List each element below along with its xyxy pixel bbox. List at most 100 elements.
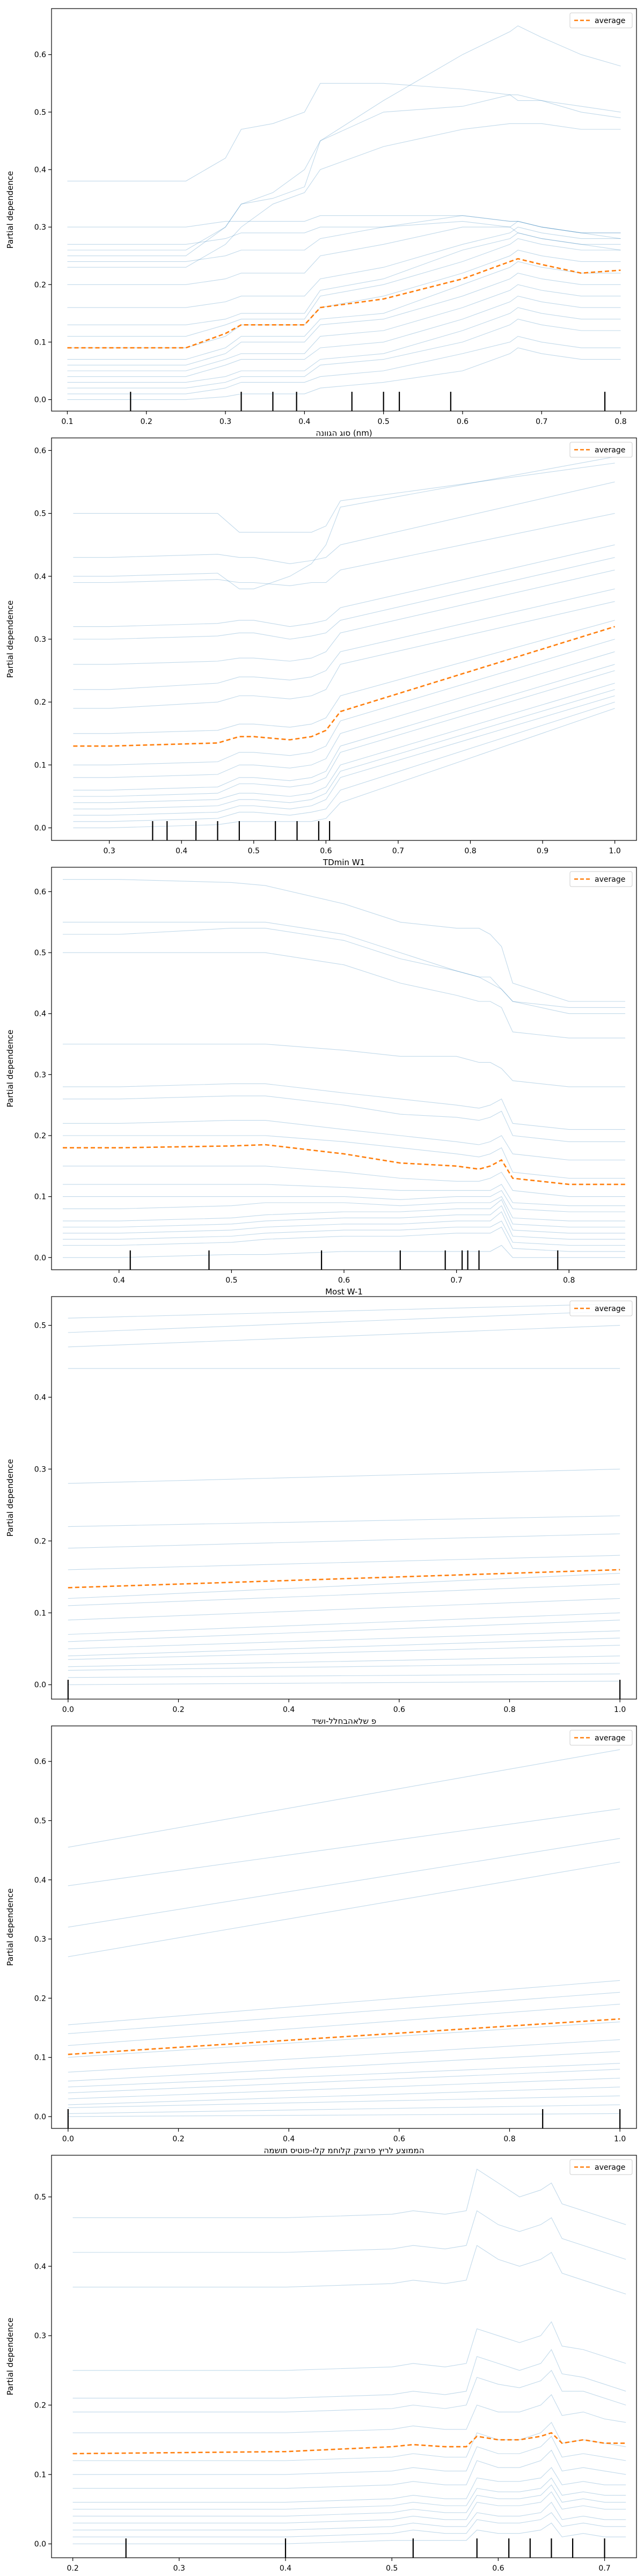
ice-line bbox=[68, 1680, 620, 1685]
y-tick-label: 0.4 bbox=[34, 2263, 46, 2271]
legend-label: average bbox=[595, 1305, 625, 1313]
y-tick-label: 0.5 bbox=[34, 510, 46, 518]
ice-line bbox=[68, 1325, 620, 1348]
ice-line bbox=[63, 1190, 625, 1212]
y-tick-label: 0.1 bbox=[34, 1193, 46, 1202]
x-tick-label: 0.8 bbox=[503, 1706, 515, 1714]
x-tick-label: 0.8 bbox=[464, 847, 476, 855]
y-axis-label: Partial dependence bbox=[5, 1459, 15, 1537]
pdp-panel-5: 0.0 0.2 0.4 0.6 0.8 1.0 0.0 0.1 0.2 0.3 0.4 0.5 0.6 ה… bbox=[5, 1725, 637, 2155]
legend-label: average bbox=[595, 1734, 625, 1743]
ice-line bbox=[68, 2104, 620, 2114]
ice-line bbox=[72, 2491, 626, 2523]
ice-lines bbox=[67, 25, 621, 400]
x-tick-label: 0.5 bbox=[386, 2564, 398, 2573]
x-tick-label: 0.5 bbox=[378, 418, 390, 426]
y-tick-label: 0.5 bbox=[34, 108, 46, 117]
ice-line bbox=[72, 2369, 626, 2412]
y-tick-label: 0.1 bbox=[34, 1609, 46, 1618]
ice-line bbox=[73, 620, 615, 734]
ice-line bbox=[68, 2077, 620, 2099]
x-tick-label: 0.2 bbox=[172, 1706, 184, 1714]
ice-line bbox=[63, 1135, 625, 1179]
x-tick-label: 0.5 bbox=[248, 847, 260, 855]
legend-label: average bbox=[595, 2163, 625, 2172]
ice-line bbox=[67, 307, 621, 383]
axes-frame bbox=[51, 2155, 637, 2558]
ice-line bbox=[68, 2039, 620, 2073]
y-tick-label: 0.5 bbox=[34, 949, 46, 957]
x-tick-label: 0.7 bbox=[392, 847, 404, 855]
ice-lines bbox=[68, 1749, 620, 2117]
ice-line bbox=[68, 1584, 620, 1606]
ice-line bbox=[63, 1205, 625, 1234]
ice-line bbox=[67, 215, 621, 239]
ice-line bbox=[73, 651, 615, 778]
ice-line bbox=[68, 1468, 620, 1484]
y-tick-label: 0.2 bbox=[34, 1994, 46, 2003]
y-tick-label: 0.1 bbox=[34, 761, 46, 770]
pdp-panel-4: 0.0 0.2 0.4 0.6 0.8 1.0 0.0 0.1 0.2 0.3 0.4 0.5 פ של… bbox=[5, 1296, 637, 1726]
x-tick-label: 0.7 bbox=[450, 1276, 462, 1285]
ice-line bbox=[68, 1645, 620, 1660]
ice-line bbox=[73, 708, 615, 829]
y-tick-label: 0.3 bbox=[34, 2332, 46, 2340]
ice-line bbox=[68, 1555, 620, 1570]
x-tick-label: 0.6 bbox=[320, 847, 332, 855]
y-tick-label: 0.2 bbox=[34, 698, 46, 707]
ice-line bbox=[72, 2435, 626, 2475]
legend: average bbox=[569, 12, 633, 28]
ice-line bbox=[67, 319, 621, 389]
ice-line bbox=[63, 1220, 625, 1246]
ice-line bbox=[63, 1184, 625, 1206]
y-tick-label: 0.5 bbox=[34, 2193, 46, 2202]
pdp-panel-2: 0.3 0.4 0.5 0.6 0.7 0.8 0.9 1.0 0.0 0.1 0.2 0.3 0.4 0… bbox=[5, 437, 637, 867]
x-tick-label: 0.4 bbox=[113, 1276, 125, 1285]
ice-line bbox=[68, 2095, 620, 2108]
x-axis-label: סוג הגוונה (nm) bbox=[316, 428, 372, 438]
y-tick-label: 0.4 bbox=[34, 1010, 46, 1019]
y-tick-label: 0.5 bbox=[34, 1322, 46, 1330]
x-tick-label: 0.0 bbox=[62, 2135, 74, 2143]
ice-line bbox=[68, 2087, 620, 2105]
y-tick-label: 0.6 bbox=[34, 447, 46, 455]
ice-line bbox=[72, 2512, 626, 2537]
ice-lines bbox=[72, 2169, 626, 2544]
x-tick-label: 0.8 bbox=[563, 1276, 575, 1285]
x-tick-label: 0.3 bbox=[219, 418, 231, 426]
y-tick-label: 0.2 bbox=[34, 281, 46, 289]
ice-line bbox=[73, 456, 615, 589]
ice-line bbox=[68, 1673, 620, 1678]
ice-line bbox=[68, 1992, 620, 2035]
pdp-panel-6: 0.2 0.3 0.4 0.5 0.6 0.7 0.0 0.1 0.2 0.3 0.4 0.5 Most… bbox=[5, 2155, 637, 2576]
legend-box bbox=[569, 2159, 633, 2175]
x-tick-label: 0.2 bbox=[141, 418, 152, 426]
ice-line bbox=[67, 238, 621, 337]
y-tick-label: 0.2 bbox=[34, 2402, 46, 2410]
axes-frame bbox=[51, 1296, 637, 1700]
pdp-panel-3: 0.4 0.5 0.6 0.7 0.8 0.0 0.1 0.2 0.3 0.4 0.5 0.6 Most… bbox=[5, 867, 637, 1297]
x-tick-label: 0.5 bbox=[225, 1276, 237, 1285]
legend-label: average bbox=[595, 17, 625, 25]
ice-line bbox=[67, 284, 621, 371]
x-tick-label: 0.6 bbox=[393, 2135, 405, 2143]
ice-line bbox=[72, 2169, 626, 2225]
x-axis-label: TDmin W1 bbox=[323, 858, 365, 867]
axes-frame bbox=[51, 8, 637, 412]
x-tick-label: 1.0 bbox=[609, 847, 620, 855]
legend: average bbox=[569, 442, 633, 458]
x-tick-label: 0.3 bbox=[104, 847, 115, 855]
ice-line bbox=[73, 695, 615, 816]
ice-line bbox=[68, 1637, 620, 1657]
ice-line bbox=[63, 952, 625, 1038]
x-tick-label: 0.8 bbox=[503, 2135, 515, 2143]
ice-line bbox=[67, 226, 621, 308]
y-tick-label: 0.6 bbox=[34, 888, 46, 896]
x-tick-label: 0.0 bbox=[62, 1706, 74, 1714]
ice-line bbox=[73, 701, 615, 822]
x-tick-label: 0.6 bbox=[457, 418, 469, 426]
ice-line bbox=[63, 1199, 625, 1228]
ice-line bbox=[68, 1620, 620, 1642]
ice-line bbox=[73, 683, 615, 803]
ice-line bbox=[72, 2245, 626, 2295]
